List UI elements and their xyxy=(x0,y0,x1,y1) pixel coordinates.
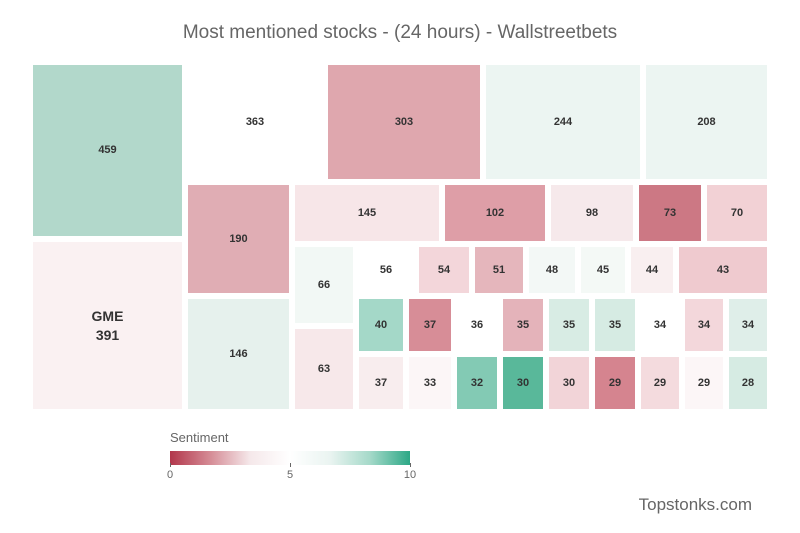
treemap-cell: 51 xyxy=(472,244,526,296)
legend-tick-label: 0 xyxy=(167,469,173,481)
treemap-cell: 303 xyxy=(325,62,483,182)
treemap-cell: 32 xyxy=(454,354,500,412)
sentiment-legend: Sentiment 0 5 10 xyxy=(170,430,430,485)
treemap-cell: 33 xyxy=(406,354,454,412)
legend-tick-label: 10 xyxy=(404,469,416,481)
attribution-text: Topstonks.com xyxy=(639,495,752,515)
treemap-cell: 34 xyxy=(638,296,682,354)
treemap-cell: 30 xyxy=(500,354,546,412)
treemap-cell: 208 xyxy=(643,62,770,182)
treemap-container: 459GME3913633032442081901451029873701466… xyxy=(30,62,770,412)
treemap-cell: 37 xyxy=(356,354,406,412)
treemap-cell: 98 xyxy=(548,182,636,244)
treemap-cell: 29 xyxy=(638,354,682,412)
treemap-cell: 145 xyxy=(292,182,442,244)
legend-title: Sentiment xyxy=(170,430,430,445)
treemap-cell: 146 xyxy=(185,296,292,412)
treemap-cell: 102 xyxy=(442,182,548,244)
treemap-cell: 43 xyxy=(676,244,770,296)
treemap-cell: 66 xyxy=(292,244,356,326)
treemap-cell: 244 xyxy=(483,62,643,182)
treemap-cell: 35 xyxy=(546,296,592,354)
treemap-cell: 70 xyxy=(704,182,770,244)
chart-title: Most mentioned stocks - (24 hours) - Wal… xyxy=(0,0,800,62)
treemap-cell: 63 xyxy=(292,326,356,412)
treemap-cell: 54 xyxy=(416,244,472,296)
legend-tick-label: 5 xyxy=(287,469,293,481)
treemap-cell: 363 xyxy=(185,62,325,182)
treemap-cell: 34 xyxy=(682,296,726,354)
treemap-cell: 29 xyxy=(682,354,726,412)
treemap-cell: 73 xyxy=(636,182,704,244)
treemap-cell: GME391 xyxy=(30,239,185,412)
treemap-cell: 48 xyxy=(526,244,578,296)
treemap-cell: 459 xyxy=(30,62,185,239)
treemap-cell: 45 xyxy=(578,244,628,296)
treemap-cell: 35 xyxy=(500,296,546,354)
treemap-cell: 34 xyxy=(726,296,770,354)
treemap-cell: 36 xyxy=(454,296,500,354)
treemap-cell: 190 xyxy=(185,182,292,296)
legend-ticks: 0510 xyxy=(170,467,410,485)
treemap-cell: 40 xyxy=(356,296,406,354)
treemap-cell: 29 xyxy=(592,354,638,412)
treemap-cell: 56 xyxy=(356,244,416,296)
treemap-cell: 44 xyxy=(628,244,676,296)
treemap-cell: 35 xyxy=(592,296,638,354)
treemap-cell: 28 xyxy=(726,354,770,412)
treemap-cell: 37 xyxy=(406,296,454,354)
treemap-cell: 30 xyxy=(546,354,592,412)
